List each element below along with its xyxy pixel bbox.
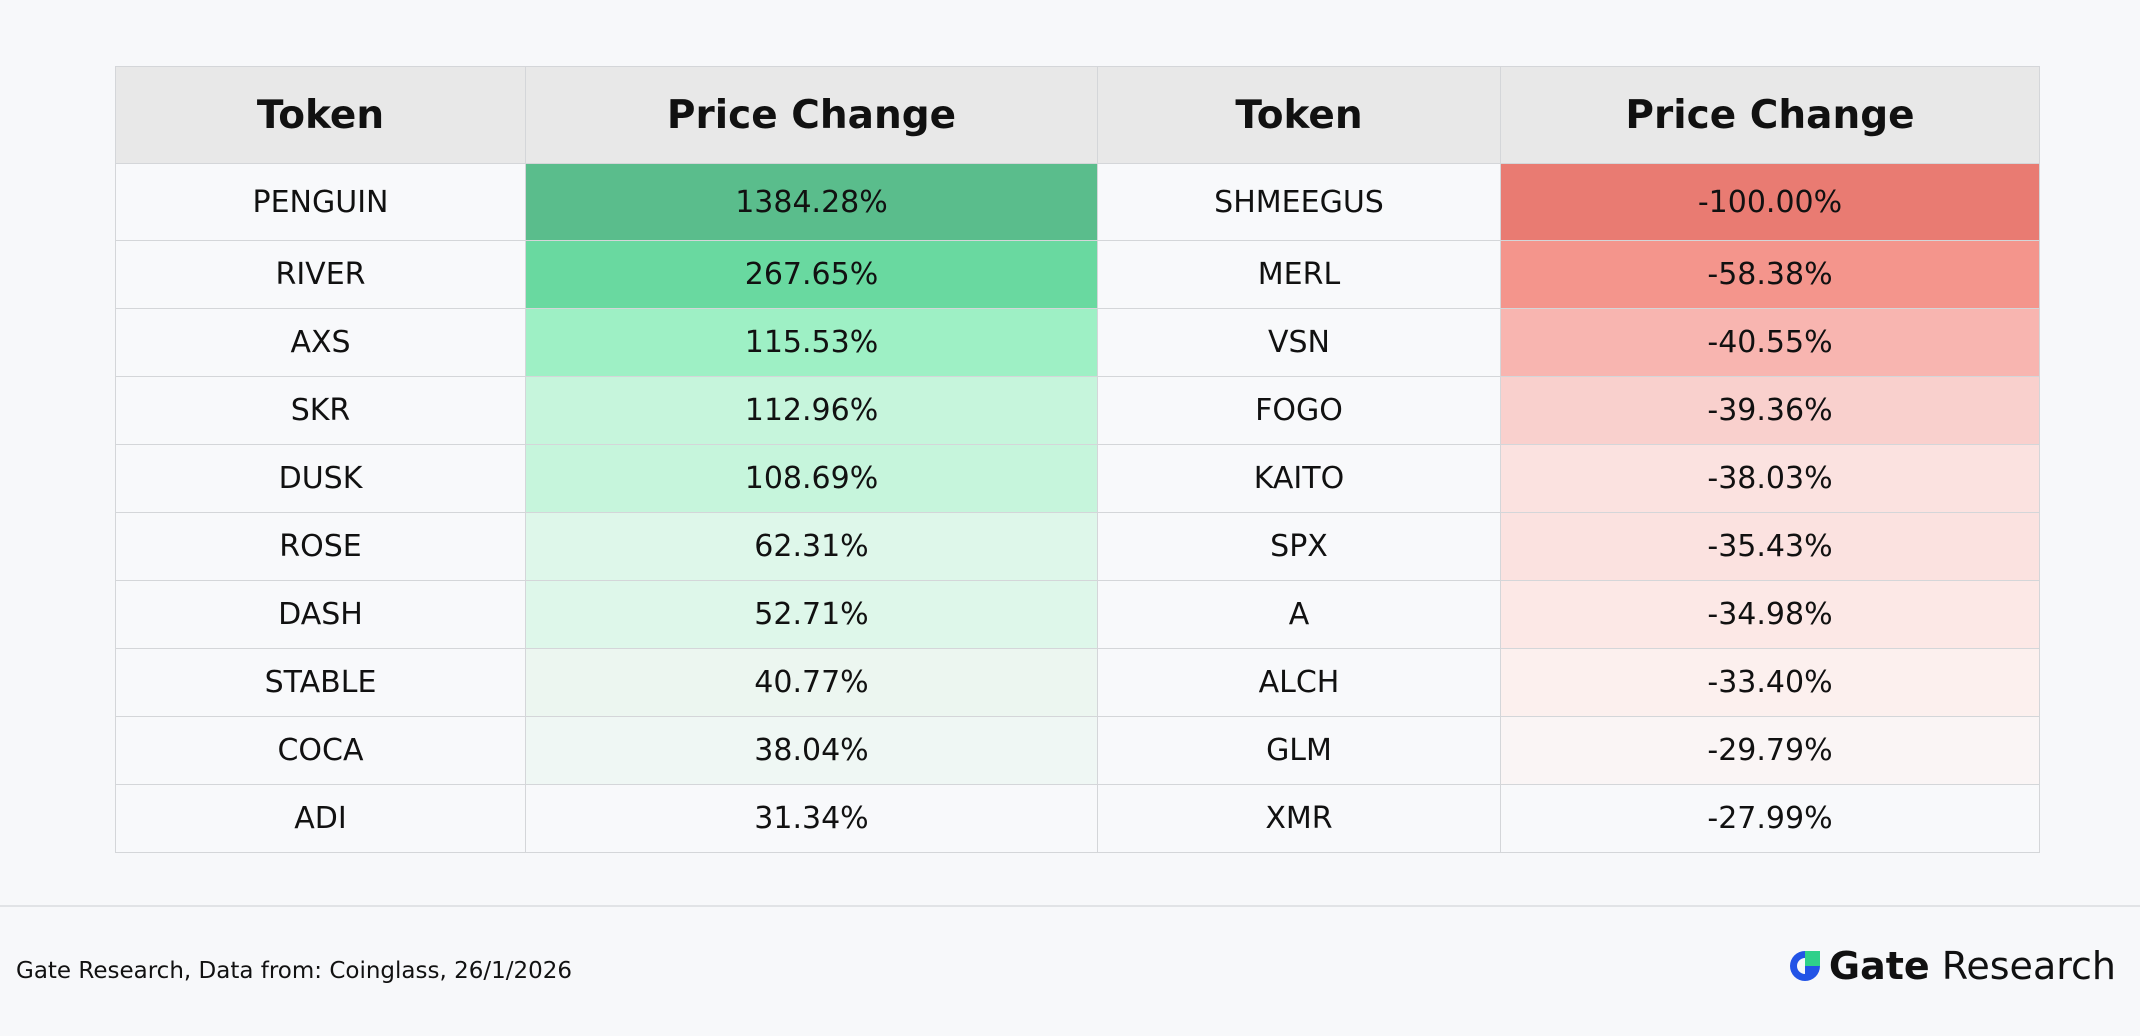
table-row: RIVER 267.65% MERL -58.38% xyxy=(115,240,2040,309)
price-change-cell: -35.43% xyxy=(1500,512,2040,581)
token-cell: GLM xyxy=(1097,716,1501,785)
table-row: ROSE 62.31% SPX -35.43% xyxy=(115,512,2040,581)
token-cell: ALCH xyxy=(1097,648,1501,717)
price-change-cell: 52.71% xyxy=(525,580,1098,649)
token-cell: COCA xyxy=(115,716,526,785)
price-change-cell: -40.55% xyxy=(1500,308,2040,377)
token-cell: FOGO xyxy=(1097,376,1501,445)
logo-brand: Gate xyxy=(1828,944,1930,988)
source-note: Gate Research, Data from: Coinglass, 26/… xyxy=(16,958,573,984)
token-cell: ROSE xyxy=(115,512,526,581)
price-table: Token Price Change Token Price Change PENGU… xyxy=(115,66,2040,853)
table-body: PENGUIN 1384.28% SHMEEGUS -100.00% RIVER 267.… xyxy=(115,163,2040,853)
token-cell: DASH xyxy=(115,580,526,649)
price-change-cell: 62.31% xyxy=(525,512,1098,581)
price-change-cell: 31.34% xyxy=(525,784,1098,853)
price-change-cell: -33.40% xyxy=(1500,648,2040,717)
token-cell: XMR xyxy=(1097,784,1501,853)
price-change-cell: -39.36% xyxy=(1500,376,2040,445)
token-cell: MERL xyxy=(1097,240,1501,309)
separator xyxy=(0,905,2140,907)
table-row: PENGUIN 1384.28% SHMEEGUS -100.00% xyxy=(115,163,2040,241)
token-cell: SHMEEGUS xyxy=(1097,163,1501,241)
token-cell: AXS xyxy=(115,308,526,377)
header-row: Token Price Change Token Price Change xyxy=(115,66,2040,164)
table-row: COCA 38.04% GLM -29.79% xyxy=(115,716,2040,785)
token-cell: DUSK xyxy=(115,444,526,513)
token-cell: SPX xyxy=(1097,512,1501,581)
price-change-cell: -38.03% xyxy=(1500,444,2040,513)
price-change-cell: 112.96% xyxy=(525,376,1098,445)
token-cell: VSN xyxy=(1097,308,1501,377)
table-row: DUSK 108.69% KAITO -38.03% xyxy=(115,444,2040,513)
logo: Gate Research xyxy=(1787,944,2116,988)
price-change-cell: 40.77% xyxy=(525,648,1098,717)
price-change-cell: -58.38% xyxy=(1500,240,2040,309)
logo-icon xyxy=(1789,951,1820,981)
table-row: SKR 112.96% FOGO -39.36% xyxy=(115,376,2040,445)
column-header: Token xyxy=(115,66,526,164)
price-change-cell: 38.04% xyxy=(525,716,1098,785)
column-header: Price Change xyxy=(1500,66,2040,164)
column-header: Token xyxy=(1097,66,1501,164)
token-cell: SKR xyxy=(115,376,526,445)
price-change-cell: -29.79% xyxy=(1500,716,2040,785)
table-row: STABLE 40.77% ALCH -33.40% xyxy=(115,648,2040,717)
price-change-cell: 267.65% xyxy=(525,240,1098,309)
token-cell: KAITO xyxy=(1097,444,1501,513)
token-cell: RIVER xyxy=(115,240,526,309)
logo-text: Research xyxy=(1941,944,2116,988)
table-row: DASH 52.71% A -34.98% xyxy=(115,580,2040,649)
column-header: Price Change xyxy=(525,66,1098,164)
price-change-cell: -100.00% xyxy=(1500,163,2040,241)
token-cell: A xyxy=(1097,580,1501,649)
token-cell: ADI xyxy=(115,784,526,853)
price-change-cell: -27.99% xyxy=(1500,784,2040,853)
price-change-cell: 1384.28% xyxy=(525,163,1098,241)
table-row: AXS 115.53% VSN -40.55% xyxy=(115,308,2040,377)
price-change-cell: 108.69% xyxy=(525,444,1098,513)
price-change-cell: -34.98% xyxy=(1500,580,2040,649)
token-cell: STABLE xyxy=(115,648,526,717)
token-cell: PENGUIN xyxy=(115,163,526,241)
price-change-cell: 115.53% xyxy=(525,308,1098,377)
table-row: ADI 31.34% XMR -27.99% xyxy=(115,784,2040,853)
